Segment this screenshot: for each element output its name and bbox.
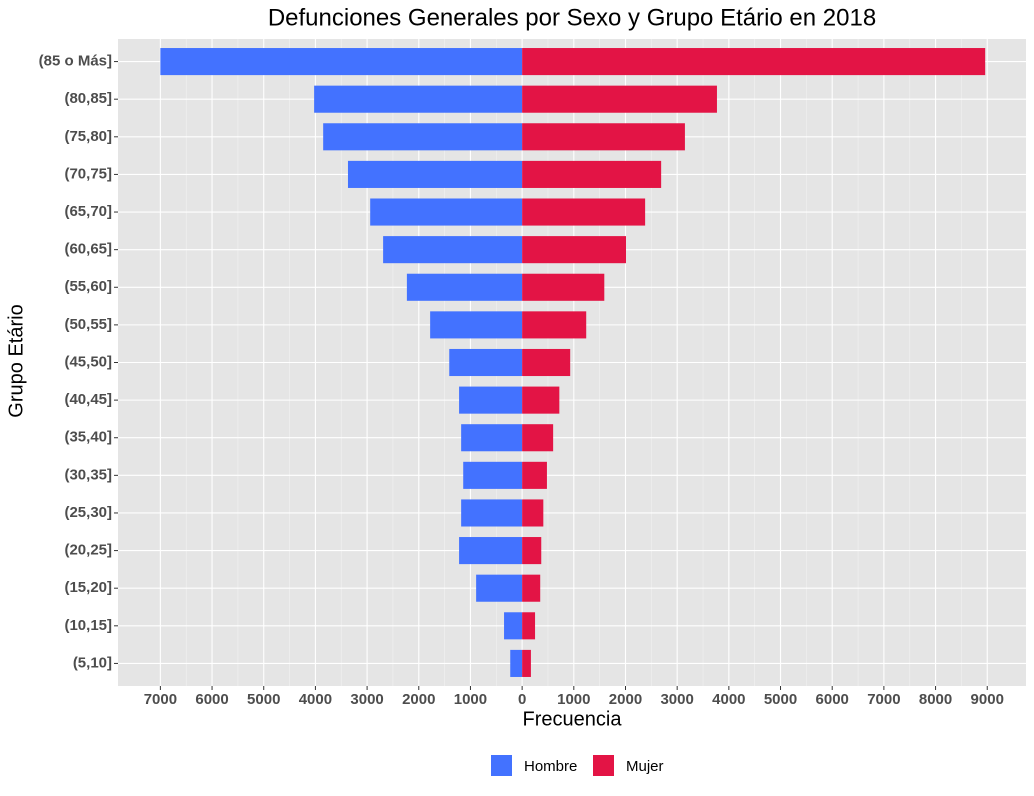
y-tick-label: (45,50] xyxy=(64,353,112,370)
bar xyxy=(522,85,717,113)
x-tick-label: 6000 xyxy=(195,691,228,708)
y-tick-label: (5,10] xyxy=(73,654,112,671)
bar xyxy=(476,574,523,602)
x-tick-label: 6000 xyxy=(816,691,849,708)
y-tick-label: (15,20] xyxy=(64,579,112,596)
bar xyxy=(383,236,523,264)
y-tick-label: (20,25] xyxy=(64,542,112,559)
x-tick-label: 4000 xyxy=(712,691,745,708)
bar xyxy=(522,123,685,151)
x-tick-label: 7000 xyxy=(867,691,900,708)
bar xyxy=(522,160,662,188)
bar xyxy=(459,386,523,414)
x-tick-label: 1000 xyxy=(454,691,487,708)
bar xyxy=(522,499,544,527)
y-tick-label: (40,45] xyxy=(64,391,112,408)
x-tick-label: 5000 xyxy=(764,691,797,708)
bar xyxy=(461,499,523,527)
bar xyxy=(406,273,523,301)
y-tick-label: (70,75] xyxy=(64,165,112,182)
chart-title: Defunciones Generales por Sexo y Grupo E… xyxy=(268,4,876,31)
bar xyxy=(522,386,560,414)
bar xyxy=(522,612,536,640)
y-tick-label: (85 o Más] xyxy=(39,53,112,70)
bar xyxy=(522,273,605,301)
bar xyxy=(430,311,523,339)
y-tick-label: (10,15] xyxy=(64,617,112,634)
bar xyxy=(522,236,627,264)
y-tick-label: (30,35] xyxy=(64,466,112,483)
bar xyxy=(347,160,523,188)
y-tick-label: (60,65] xyxy=(64,241,112,258)
x-tick-label: 3000 xyxy=(350,691,383,708)
x-tick-label: 8000 xyxy=(919,691,952,708)
bar xyxy=(522,48,986,76)
legend-swatch xyxy=(491,755,512,776)
y-tick-label: (65,70] xyxy=(64,203,112,220)
bar xyxy=(323,123,523,151)
bar xyxy=(370,198,523,226)
bar xyxy=(522,537,542,565)
legend-label: Mujer xyxy=(626,758,664,775)
bar xyxy=(522,311,587,339)
x-axis-label: Frecuencia xyxy=(523,708,623,730)
bar xyxy=(522,574,541,602)
x-tick-label: 5000 xyxy=(247,691,280,708)
legend-swatch xyxy=(593,755,614,776)
y-tick-label: (50,55] xyxy=(64,316,112,333)
bar xyxy=(522,649,531,677)
y-axis-label: Grupo Etário xyxy=(5,304,27,417)
bar xyxy=(314,85,523,113)
bar xyxy=(522,348,571,377)
x-tick-label: 7000 xyxy=(144,691,177,708)
bar xyxy=(504,612,523,640)
bar xyxy=(463,461,523,489)
bar xyxy=(461,424,523,452)
bar xyxy=(449,348,523,377)
x-tick-label: 4000 xyxy=(299,691,332,708)
bar xyxy=(522,198,646,226)
x-tick-label: 2000 xyxy=(402,691,435,708)
legend-label: Hombre xyxy=(524,758,577,775)
x-tick-label: 1000 xyxy=(557,691,590,708)
x-tick-label: 2000 xyxy=(609,691,642,708)
x-tick-label: 0 xyxy=(518,691,526,708)
bar xyxy=(459,537,523,565)
bar xyxy=(522,424,554,452)
y-tick-label: (35,40] xyxy=(64,429,112,446)
x-tick-label: 3000 xyxy=(660,691,693,708)
y-tick-label: (80,85] xyxy=(64,90,112,107)
bar xyxy=(522,461,547,489)
bar xyxy=(510,649,523,677)
y-tick-label: (55,60] xyxy=(64,278,112,295)
bar xyxy=(160,48,523,76)
x-tick-label: 9000 xyxy=(971,691,1004,708)
y-tick-label: (75,80] xyxy=(64,128,112,145)
y-tick-label: (25,30] xyxy=(64,504,112,521)
